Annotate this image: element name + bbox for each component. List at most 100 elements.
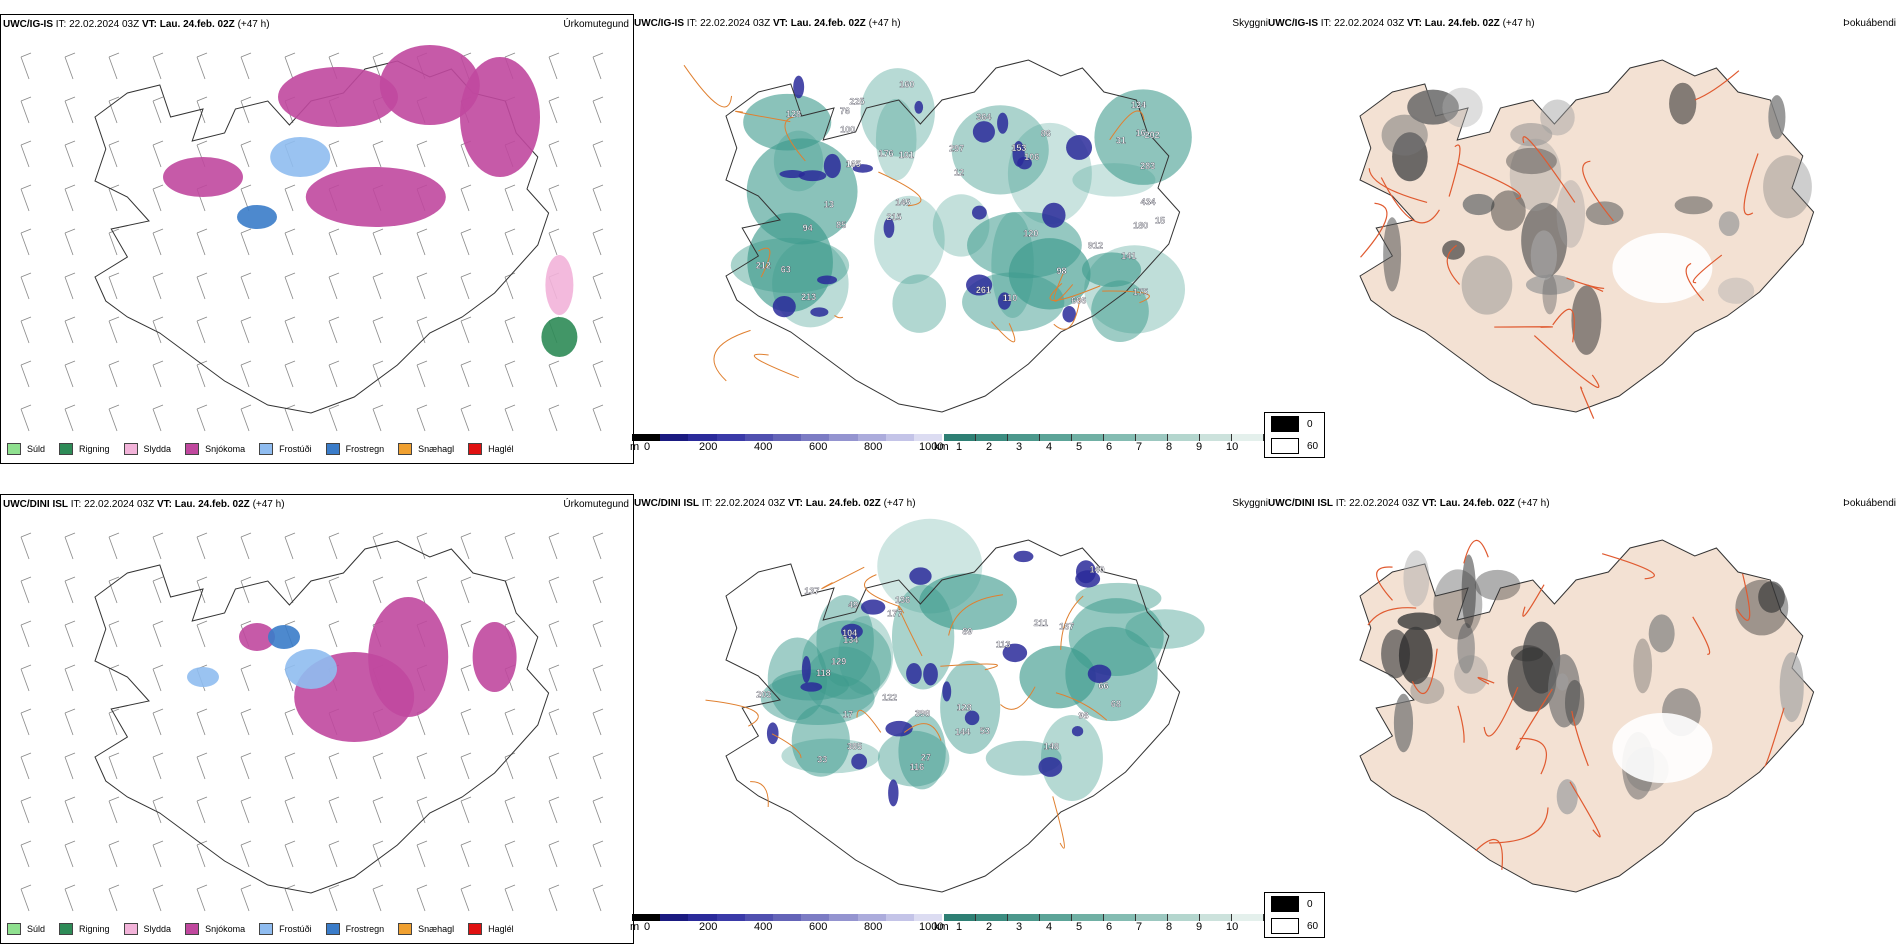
colorbar-segment xyxy=(1104,914,1136,921)
wind-barb xyxy=(152,140,164,168)
colorbar-segment xyxy=(632,434,661,441)
wind-barb xyxy=(20,272,32,300)
wind-barb xyxy=(284,708,296,736)
wind-barb xyxy=(416,884,428,912)
fog-area xyxy=(1530,230,1558,281)
road-line xyxy=(856,709,882,733)
wind-barb xyxy=(460,404,472,432)
ceiling-label: 118 xyxy=(816,668,831,678)
colorbar-segment xyxy=(801,914,830,921)
wind-barb xyxy=(284,840,296,868)
fog-panel-2: UWC/DINI ISL IT: 22.02.2024 03Z VT: Lau.… xyxy=(1264,494,1900,942)
legend-label: Snjókoma xyxy=(205,444,246,454)
fog-area xyxy=(1442,240,1465,260)
wind-barb xyxy=(548,228,560,256)
ceiling-label: 364 xyxy=(976,112,991,122)
colorbar-segment xyxy=(1040,914,1072,921)
wind-barb xyxy=(108,404,120,432)
wind-barb xyxy=(328,360,340,388)
ceiling-label: 16 xyxy=(1136,128,1146,138)
wind-barb xyxy=(504,316,516,344)
colorbar-tick: 400 xyxy=(754,441,773,453)
legend-swatch xyxy=(59,923,74,935)
legend-swatch xyxy=(185,923,200,935)
fog-area xyxy=(1763,155,1812,219)
legend-swatch xyxy=(398,923,413,935)
fog-area xyxy=(1403,550,1430,607)
wind-barb xyxy=(372,796,384,824)
road-line xyxy=(864,574,900,608)
wind-barb xyxy=(152,884,164,912)
fog-area xyxy=(1433,569,1483,640)
legend-swatch xyxy=(7,443,21,455)
fog-area xyxy=(1490,190,1526,231)
ceiling-colorbar: m 0 200 400 600 800 1000 xyxy=(630,434,943,454)
ceiling-area xyxy=(860,599,886,615)
colorbar-tick: 200 xyxy=(699,441,718,453)
wind-barb xyxy=(152,532,164,560)
low-visibility-area xyxy=(767,637,828,721)
road-line xyxy=(1367,607,1417,626)
wind-barb xyxy=(460,576,472,604)
wind-barb xyxy=(196,840,208,868)
road-line xyxy=(735,110,791,123)
wind-barb xyxy=(548,884,560,912)
wind-barb xyxy=(548,708,560,736)
road-line xyxy=(1552,308,1575,343)
wind-barb xyxy=(240,840,252,868)
wind-barb xyxy=(20,532,32,560)
wind-barb xyxy=(504,184,516,212)
fog-area xyxy=(1758,581,1785,613)
wind-barb xyxy=(20,840,32,868)
colorbar-segment xyxy=(744,434,773,441)
fog-area xyxy=(1779,652,1804,723)
road-line xyxy=(1483,686,1519,737)
low-visibility-area xyxy=(919,573,1017,631)
panel-header: UWC/IG-IS IT: 22.02.2024 03Z VT: Lau. 24… xyxy=(634,18,901,29)
fog-area xyxy=(1674,196,1713,215)
colorbar-segment xyxy=(744,914,773,921)
wind-barb xyxy=(372,752,384,780)
colorbar-segment xyxy=(913,914,943,921)
road-line xyxy=(1582,160,1614,222)
wind-barb xyxy=(20,664,32,692)
legend-label: Slydda xyxy=(143,444,172,454)
wind-barb xyxy=(64,884,76,912)
precip-area xyxy=(368,597,449,717)
colorbar-unit: m xyxy=(630,921,640,933)
colorbar-tick: 3 xyxy=(1016,921,1023,933)
wind-barb xyxy=(108,840,120,868)
legend-swatch xyxy=(123,443,138,455)
colorbar-segment xyxy=(885,914,914,921)
colorbar-segment xyxy=(885,434,914,441)
road-line xyxy=(1522,584,1545,617)
wind-barb xyxy=(152,620,164,648)
wind-barb xyxy=(372,140,384,168)
wind-barb xyxy=(548,404,560,432)
fog-legend: 0 60 xyxy=(1264,892,1326,938)
ceiling-label: 31 xyxy=(1116,136,1126,146)
fog-area xyxy=(1633,638,1653,694)
legend-swatch xyxy=(325,923,340,935)
fog-area xyxy=(1461,554,1476,629)
wind-barb xyxy=(328,884,340,912)
road-line xyxy=(683,64,733,108)
ceiling-label: 175 xyxy=(1133,287,1148,297)
ceiling-area xyxy=(914,100,924,114)
wind-barb xyxy=(460,752,472,780)
colorbar-segment xyxy=(1168,914,1200,921)
low-visibility-area xyxy=(1081,252,1142,287)
wind-barb xyxy=(284,184,296,212)
row-1: UWC/IG-IS IT: 22.02.2024 03Z VT: Lau. 24… xyxy=(0,0,1900,470)
precip-legend: Súld Rigning Slydda Snjókoma Frostúði Frostre… xyxy=(1,439,514,459)
wind-barb xyxy=(64,796,76,824)
wind-barb xyxy=(372,360,384,388)
road-line xyxy=(758,247,771,278)
ceiling-area xyxy=(772,296,796,318)
fog-area xyxy=(1571,285,1602,355)
wind-barb xyxy=(20,140,32,168)
legend-item: Slydda xyxy=(123,443,172,455)
colorbar-tick: 8 xyxy=(1166,441,1173,453)
wind-barb xyxy=(592,316,604,344)
wind-barb xyxy=(108,360,120,388)
